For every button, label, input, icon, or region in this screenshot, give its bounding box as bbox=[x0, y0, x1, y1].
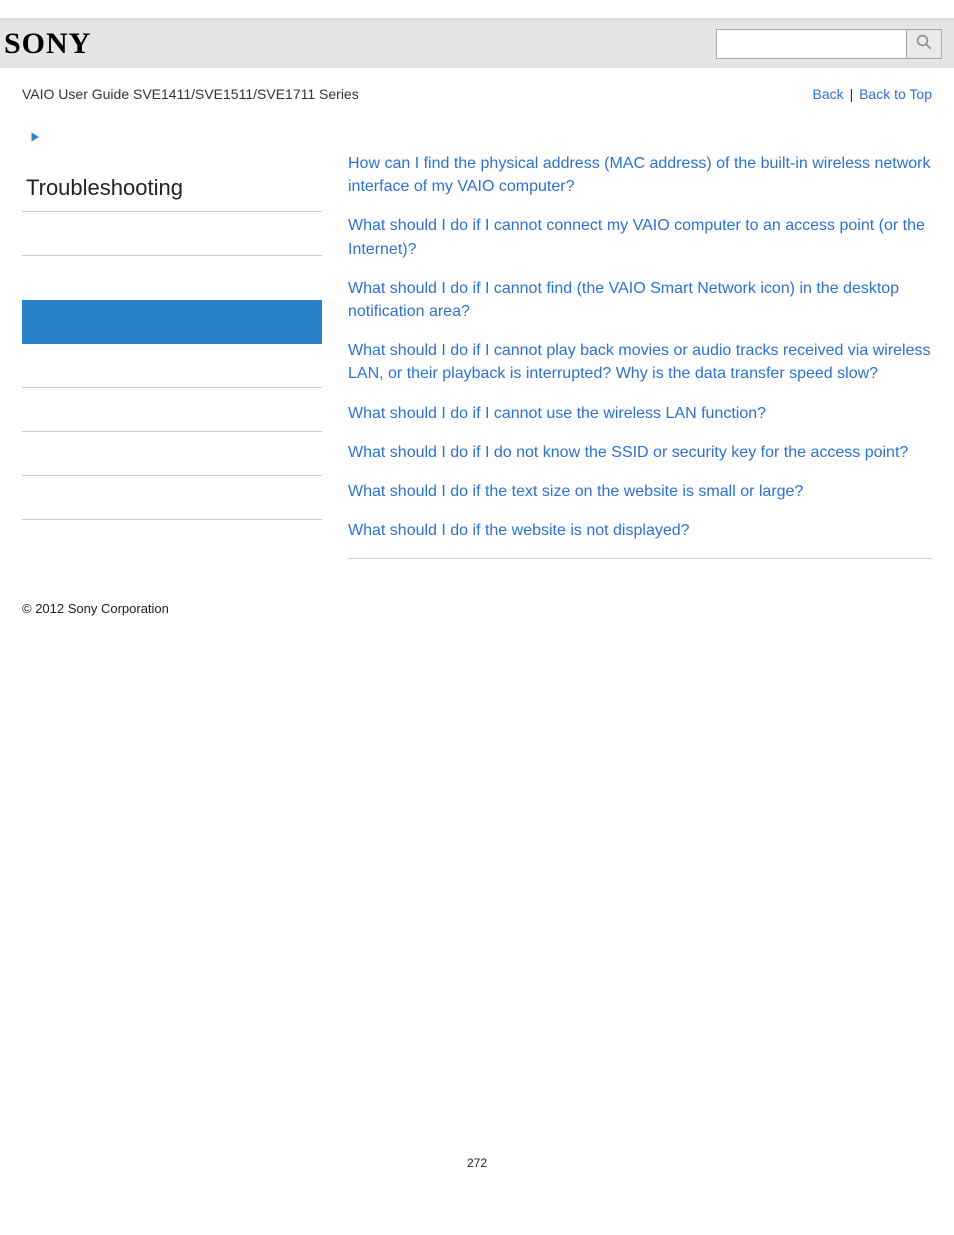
page-number: 272 bbox=[0, 1156, 954, 1190]
question-link[interactable]: What should I do if I cannot find (the V… bbox=[348, 280, 899, 320]
sidebar-item[interactable] bbox=[22, 432, 322, 476]
question-link[interactable]: What should I do if I do not know the SS… bbox=[348, 444, 908, 461]
guide-title: VAIO User Guide SVE1411/SVE1511/SVE1711 … bbox=[22, 86, 359, 102]
sidebar-item[interactable] bbox=[22, 476, 322, 520]
main-content: How can I find the physical address (MAC… bbox=[322, 116, 932, 559]
sidebar-item[interactable] bbox=[22, 388, 322, 432]
copyright-text: © 2012 Sony Corporation bbox=[22, 601, 169, 616]
question-item: What should I do if the website is not d… bbox=[348, 519, 932, 542]
footer: © 2012 Sony Corporation bbox=[0, 559, 954, 616]
question-item: What should I do if I cannot connect my … bbox=[348, 214, 932, 260]
content-separator bbox=[348, 558, 932, 559]
question-link[interactable]: What should I do if the text size on the… bbox=[348, 483, 803, 500]
search-button[interactable] bbox=[906, 29, 942, 59]
question-link[interactable]: What should I do if I cannot use the wir… bbox=[348, 405, 766, 422]
nav-links: Back | Back to Top bbox=[813, 86, 932, 102]
search-group bbox=[716, 29, 942, 59]
back-to-top-link[interactable]: Back to Top bbox=[859, 86, 932, 102]
question-link[interactable]: What should I do if the website is not d… bbox=[348, 522, 690, 539]
search-icon bbox=[915, 33, 933, 56]
sidebar-item[interactable] bbox=[22, 300, 322, 344]
sidebar: Troubleshooting bbox=[22, 116, 322, 559]
question-item: What should I do if I cannot find (the V… bbox=[348, 277, 932, 323]
question-item: How can I find the physical address (MAC… bbox=[348, 152, 932, 198]
search-input[interactable] bbox=[716, 29, 906, 59]
sidebar-title: Troubleshooting bbox=[22, 169, 322, 212]
question-item: What should I do if I cannot use the wir… bbox=[348, 402, 932, 425]
question-item: What should I do if I cannot play back m… bbox=[348, 339, 932, 385]
sidebar-list bbox=[22, 212, 322, 520]
header-bar: SONY bbox=[0, 20, 954, 68]
subheader: VAIO User Guide SVE1411/SVE1511/SVE1711 … bbox=[0, 68, 954, 116]
question-link[interactable]: What should I do if I cannot connect my … bbox=[348, 217, 925, 257]
back-link[interactable]: Back bbox=[813, 86, 844, 102]
question-link[interactable]: What should I do if I cannot play back m… bbox=[348, 342, 931, 382]
question-item: What should I do if the text size on the… bbox=[348, 480, 932, 503]
question-link[interactable]: How can I find the physical address (MAC… bbox=[348, 155, 930, 195]
question-list: How can I find the physical address (MAC… bbox=[348, 152, 932, 542]
question-item: What should I do if I do not know the SS… bbox=[348, 441, 932, 464]
sidebar-item[interactable] bbox=[22, 344, 322, 388]
sidebar-item[interactable] bbox=[22, 212, 322, 256]
nav-separator: | bbox=[850, 86, 854, 102]
sony-logo: SONY bbox=[4, 27, 91, 61]
chevron-right-icon[interactable] bbox=[30, 130, 322, 149]
sidebar-item[interactable] bbox=[22, 256, 322, 300]
